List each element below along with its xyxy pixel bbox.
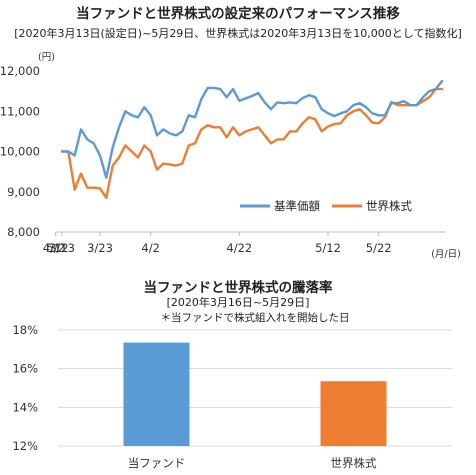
bar-y-tick-label: 12% xyxy=(12,439,38,453)
x-tick-label: 4/12 xyxy=(43,241,69,255)
y-tick-label: 8,000 xyxy=(7,225,40,239)
line-chart: 当ファンドと世界株式の設定来のパフォーマンス推移 [2020年3月13日(設定日… xyxy=(0,5,462,260)
bar-y-tick-label: 18% xyxy=(12,323,38,337)
bar-chart: 当ファンドと世界株式の騰落率 [2020年3月16日~5月29日] ＊当ファンド… xyxy=(12,279,452,470)
series-line-fund xyxy=(60,79,444,179)
bar-y-tick-label: 14% xyxy=(12,400,38,414)
bar-world-equity xyxy=(320,381,387,446)
x-tick-label: 4/2 xyxy=(141,241,160,255)
bar-chart-subtitle: [2020年3月16日~5月29日] xyxy=(167,295,310,309)
bar-chart-note: ＊当ファンドで株式組入れを開始した日 xyxy=(161,311,350,324)
y-tick-label: 11,000 xyxy=(0,104,40,118)
x-tick-label: 4/22 xyxy=(226,241,252,255)
legend-label-fund: 基準価額 xyxy=(274,199,320,213)
line-chart-subtitle: [2020年3月13日(設定日)~5月29日、世界株式は2020年3月13日を1… xyxy=(14,26,462,40)
series-line-world-equity xyxy=(60,87,444,199)
x-tick-label: 3/23 xyxy=(87,241,113,255)
x-tick-label: 5/12 xyxy=(315,241,341,255)
y-tick-label: 10,000 xyxy=(0,145,40,159)
bar-category-label: 世界株式 xyxy=(331,456,377,470)
bar-marks xyxy=(123,342,387,446)
x-tick-label: 5/2 xyxy=(46,241,65,255)
y-axis-unit: (円) xyxy=(38,52,55,63)
line-chart-title: 当ファンドと世界株式の設定来のパフォーマンス推移 xyxy=(76,5,400,22)
x-tick-label: 5/22 xyxy=(366,241,392,255)
x-tick-label: 3/13 xyxy=(49,241,75,255)
bar-fund xyxy=(123,342,190,446)
bar-y-tick-label: 16% xyxy=(12,362,38,376)
line-series-group xyxy=(60,79,444,199)
line-x-ticks: 3/13 3/23 4/2 4/12 4/22 5/2 5/12 5/22 xyxy=(43,232,392,255)
line-y-ticks: 8,000 9,000 10,000 11,000 12,000 xyxy=(0,64,40,239)
y-tick-label: 12,000 xyxy=(0,64,40,78)
legend-label-world-equity: 世界株式 xyxy=(366,199,412,213)
x-axis-unit: (月/日) xyxy=(431,249,461,260)
y-tick-label: 9,000 xyxy=(7,185,40,199)
bar-chart-title: 当ファンドと世界株式の騰落率 xyxy=(144,279,333,296)
bar-x-labels: 当ファンド 世界株式 xyxy=(128,456,377,470)
bar-category-label: 当ファンド xyxy=(128,456,186,470)
line-legend: 基準価額 世界株式 xyxy=(240,199,412,213)
